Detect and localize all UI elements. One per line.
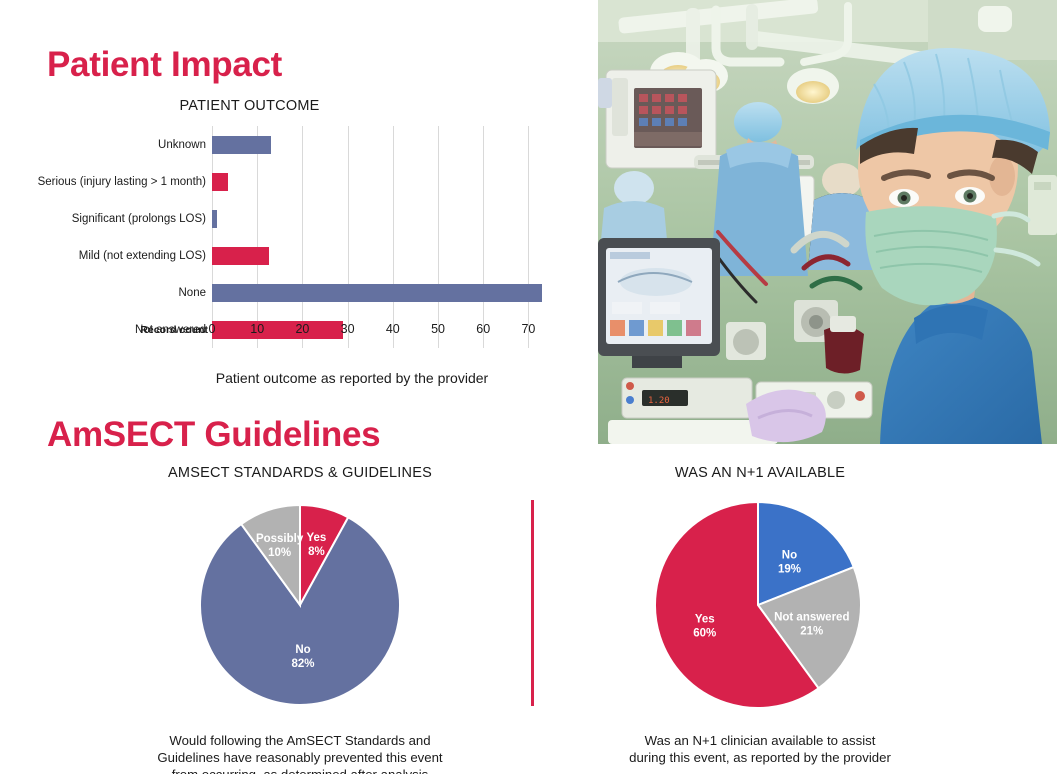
left-pie-caption: Would following the AmSECT Standards and… bbox=[85, 732, 515, 774]
bar-gridline bbox=[438, 126, 440, 348]
amsect-standards-pie-block: AMSECT STANDARDS & GUIDELINES Yes 8% No 82%… bbox=[85, 465, 515, 774]
pie-slice-label: Not answered bbox=[774, 612, 849, 624]
bar-rows: Unknown Serious (injury lasting > 1 month… bbox=[22, 126, 562, 348]
caption-line: Would following the AmSECT Standards and bbox=[169, 733, 431, 748]
bar-fill[interactable] bbox=[212, 246, 269, 265]
left-pie-area: Yes 8% No 82% Possibly 10% bbox=[85, 493, 515, 718]
bar-fill[interactable] bbox=[212, 135, 271, 154]
pie-slice-label: No bbox=[295, 644, 310, 656]
bar-gridline bbox=[392, 126, 394, 348]
bar-fill[interactable] bbox=[212, 283, 542, 302]
bar-category-label: None bbox=[178, 286, 207, 299]
bar-track bbox=[212, 311, 562, 348]
pie-slice-label: No bbox=[782, 550, 797, 562]
bar-axis-title: Patient outcome as reported by the provi… bbox=[215, 370, 489, 386]
pie-slice-percent: 82% bbox=[291, 658, 314, 670]
section-title-amsect-guidelines: AmSECT Guidelines bbox=[47, 415, 381, 454]
bar-row[interactable]: None bbox=[22, 274, 562, 311]
pie-slice-label: Yes bbox=[695, 613, 715, 625]
right-pie-caption: Was an N+1 clinician available to assist… bbox=[545, 732, 975, 766]
bar-gridline bbox=[528, 126, 530, 348]
bar-tick-label: 40 bbox=[385, 322, 400, 336]
bar-gridline bbox=[302, 126, 304, 348]
patient-outcome-bar-chart: PATIENT OUTCOME Unknown Serious (injury l… bbox=[22, 98, 562, 388]
bar-gridline bbox=[483, 126, 485, 348]
bar-tick-label: 0 bbox=[208, 322, 216, 336]
operating-room-illustration: 1.20 bbox=[598, 0, 1057, 444]
bar-fill[interactable] bbox=[212, 209, 217, 228]
bar-tick-label: 30 bbox=[340, 322, 355, 336]
bar-track bbox=[212, 200, 562, 237]
bar-tick-label: 10 bbox=[250, 322, 265, 336]
record-count-label: Record count bbox=[140, 324, 208, 336]
bar-row[interactable]: Unknown bbox=[22, 126, 562, 163]
bar-tick-label: 50 bbox=[431, 322, 445, 336]
pie-slice-percent: 19% bbox=[778, 564, 801, 576]
caption-line: from occurring, as determined after anal… bbox=[85, 766, 515, 774]
caption-line: Guidelines have reasonably prevented thi… bbox=[157, 750, 443, 765]
right-pie-svg: No 19% Not answered 21% Yes 60% bbox=[654, 500, 862, 709]
bar-gridline bbox=[347, 126, 349, 348]
operating-room-photo: 1.20 bbox=[598, 0, 1057, 444]
bar-track bbox=[212, 126, 562, 163]
section-title-patient-impact: Patient Impact bbox=[47, 45, 283, 84]
bar-plot-area: Unknown Serious (injury lasting > 1 month… bbox=[22, 126, 562, 348]
left-pie-svg: Yes 8% No 82% Possibly 10% bbox=[199, 503, 401, 706]
bar-tick-label: 60 bbox=[476, 322, 491, 336]
bar-category-label: Significant (prolongs LOS) bbox=[71, 212, 206, 225]
pie-slice[interactable] bbox=[756, 565, 862, 690]
bar-gridline bbox=[212, 126, 213, 348]
bar-category-label: Unknown bbox=[158, 138, 206, 151]
caption-line: Was an N+1 clinician available to assist bbox=[644, 733, 876, 748]
pie-slice-label: Possibly bbox=[256, 533, 304, 545]
vertical-red-divider bbox=[531, 500, 534, 706]
svg-text:1.20: 1.20 bbox=[648, 396, 670, 406]
pie-slice-percent: 8% bbox=[308, 546, 325, 558]
bar-track bbox=[212, 163, 562, 200]
right-pie-area: No 19% Not answered 21% Yes 60% bbox=[545, 493, 975, 718]
bar-gridline bbox=[257, 126, 259, 348]
n-plus-one-pie-block: WAS AN N+1 AVAILABLE No 19% Not answered 21… bbox=[545, 465, 975, 766]
bar-track bbox=[212, 237, 562, 274]
bar-track bbox=[212, 274, 562, 311]
pie-slice[interactable] bbox=[239, 503, 301, 609]
pie-slice[interactable] bbox=[199, 516, 401, 706]
bar-chart-title: PATIENT OUTCOME bbox=[179, 98, 320, 114]
caption-line: during this event, as reported by the pr… bbox=[629, 750, 891, 765]
pie-slice-percent: 60% bbox=[693, 627, 716, 639]
left-pie-title: AMSECT STANDARDS & GUIDELINES bbox=[168, 465, 432, 481]
bar-tick-label: 70 bbox=[521, 322, 536, 336]
bar-value-axis: Record count 0 10 20 30 40 50 60 70 bbox=[22, 322, 562, 342]
bar-tick-label: 20 bbox=[295, 322, 310, 336]
pie-slice[interactable] bbox=[654, 500, 820, 709]
bar-row[interactable]: Serious (injury lasting > 1 month) bbox=[22, 163, 562, 200]
bar-fill[interactable] bbox=[212, 320, 344, 339]
bar-gridlines bbox=[212, 126, 542, 348]
pie-slice-label: Yes bbox=[306, 532, 326, 544]
pie-slice-percent: 10% bbox=[268, 547, 291, 559]
pie-slice[interactable] bbox=[757, 500, 856, 607]
bar-row[interactable]: Mild (not extending LOS) bbox=[22, 237, 562, 274]
right-pie-title: WAS AN N+1 AVAILABLE bbox=[674, 465, 846, 481]
bar-axis-ticks: 0 10 20 30 40 50 60 70 bbox=[208, 322, 542, 342]
bar-category-label: Not answered bbox=[135, 323, 206, 336]
pie-slice-percent: 21% bbox=[800, 626, 823, 638]
bar-category-label: Mild (not extending LOS) bbox=[78, 249, 206, 262]
bar-row[interactable]: Significant (prolongs LOS) bbox=[22, 200, 562, 237]
bar-row[interactable]: Not answered bbox=[22, 311, 562, 348]
bar-fill[interactable] bbox=[212, 172, 228, 191]
bar-category-label: Serious (injury lasting > 1 month) bbox=[37, 175, 206, 188]
